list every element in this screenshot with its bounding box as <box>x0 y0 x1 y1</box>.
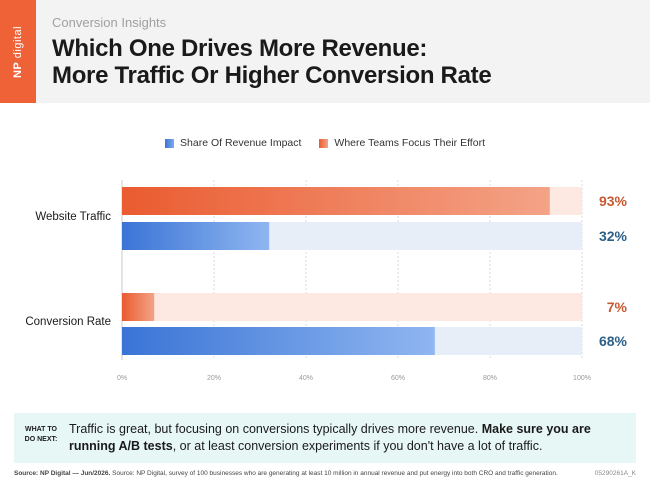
category-label: Conversion Rate <box>25 316 111 328</box>
bar <box>122 187 550 215</box>
subtitle: Conversion Insights <box>52 15 167 30</box>
source-note: Source: NP Digital — Jun/2026. Source: N… <box>14 470 558 477</box>
category-label: Website Traffic <box>35 211 111 223</box>
bar-track <box>122 293 582 321</box>
callout-tag-line-2: DO NEXT: <box>24 436 58 443</box>
callout-tag: WHAT TO DO NEXT: <box>22 425 60 445</box>
bar <box>122 222 270 250</box>
title-line-2: More Traffic Or Higher Conversion Rate <box>52 62 492 89</box>
page-title: Which One Drives More Revenue: More Traf… <box>52 35 642 89</box>
header: NP digital Conversion Insights Which One… <box>0 0 650 103</box>
source-bold: Source: NP Digital — Jun/2026. <box>14 470 111 477</box>
tick-label: 100% <box>573 375 591 382</box>
callout-text: Traffic is great, but focusing on conver… <box>69 421 629 455</box>
tick-label: 80% <box>483 375 497 382</box>
legend-swatch-blue <box>165 138 175 148</box>
legend-swatch-orange <box>319 138 329 148</box>
data-label: 32% <box>599 228 628 244</box>
data-label: 93% <box>599 193 628 209</box>
data-label: 68% <box>599 333 628 349</box>
callout-tag-line-1: WHAT TO <box>24 426 57 433</box>
tick-label: 60% <box>391 375 405 382</box>
bar <box>122 293 155 321</box>
tick-label: 20% <box>207 375 221 382</box>
legend-label-revenue: Share Of Revenue Impact <box>180 137 302 149</box>
data-label: 7% <box>607 299 628 315</box>
callout-text-part-1: Traffic is great, but focusing on conver… <box>69 422 482 436</box>
brand-strip <box>0 0 36 103</box>
bar <box>122 327 435 355</box>
chart-legend: Share Of Revenue Impact Where Teams Focu… <box>0 137 650 149</box>
legend-item-focus: Where Teams Focus Their Effort <box>319 137 485 149</box>
tick-label: 0% <box>117 375 127 382</box>
title-line-1: Which One Drives More Revenue: <box>52 35 428 62</box>
legend-item-revenue: Share Of Revenue Impact <box>165 137 301 149</box>
figure-code: 05290261A_K <box>594 470 636 477</box>
callout-text-part-2: , or at least conversion experiments if … <box>172 439 543 453</box>
tick-label: 40% <box>299 375 313 382</box>
source-text: Source: NP Digital, survey of 100 busine… <box>110 470 558 477</box>
callout-text-bold: Make sure you are running A/B tests <box>69 422 591 453</box>
legend-label-focus: Where Teams Focus Their Effort <box>334 137 485 149</box>
what-to-do-next-callout: WHAT TO DO NEXT: Traffic is great, but f… <box>14 413 636 463</box>
